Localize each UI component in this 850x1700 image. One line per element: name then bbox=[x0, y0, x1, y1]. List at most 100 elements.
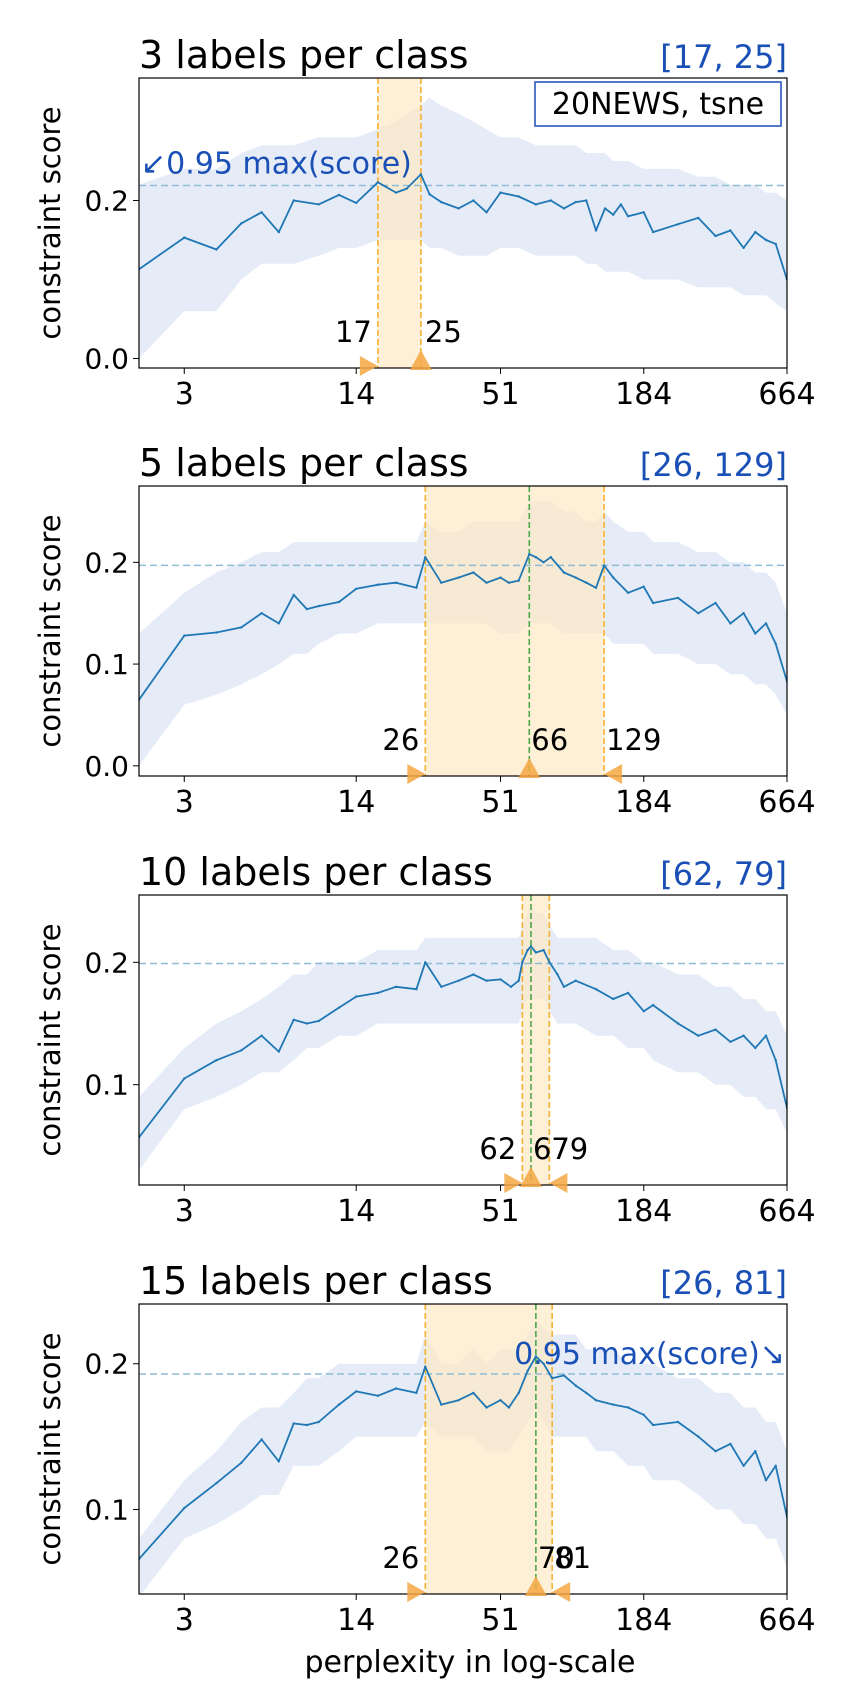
data-point bbox=[742, 612, 745, 615]
data-point bbox=[517, 1391, 520, 1395]
data-point bbox=[714, 1450, 717, 1453]
y-tick-label: 0.0 bbox=[84, 750, 129, 783]
chart-panel-4: 3 14 51 184 664 0.1 0.2 constraint score 15 labe… bbox=[33, 1259, 816, 1638]
plot-area bbox=[139, 486, 787, 776]
data-point bbox=[415, 988, 418, 991]
data-point bbox=[642, 1413, 645, 1417]
range-end-marker bbox=[552, 1582, 571, 1602]
data-point bbox=[277, 1460, 280, 1463]
data-point bbox=[472, 973, 475, 976]
data-point bbox=[457, 1399, 460, 1402]
data-point bbox=[355, 201, 358, 205]
data-point bbox=[337, 1006, 341, 1009]
data-point bbox=[183, 1077, 186, 1080]
data-point bbox=[556, 973, 559, 976]
data-point bbox=[337, 193, 341, 197]
range-start-marker bbox=[504, 1173, 523, 1193]
data-point bbox=[697, 1034, 700, 1037]
panel-title: 3 labels per class bbox=[139, 33, 469, 77]
data-point bbox=[317, 1019, 320, 1023]
data-point bbox=[742, 1034, 745, 1037]
data-point bbox=[394, 985, 398, 988]
data-point bbox=[528, 553, 531, 556]
data-point bbox=[183, 236, 186, 239]
data-point bbox=[305, 607, 309, 611]
data-point bbox=[517, 979, 520, 982]
data-point bbox=[317, 203, 320, 206]
data-point bbox=[424, 556, 427, 559]
data-point bbox=[215, 631, 218, 634]
confidence-band bbox=[139, 97, 787, 359]
x-tick-label: 664 bbox=[758, 1194, 815, 1229]
data-point bbox=[534, 556, 538, 559]
data-point bbox=[612, 997, 615, 1001]
x-tick-label: 664 bbox=[758, 785, 815, 820]
data-point bbox=[215, 248, 218, 251]
data-point bbox=[549, 199, 552, 202]
best-marker bbox=[524, 1576, 547, 1596]
data-point bbox=[517, 195, 520, 198]
data-point bbox=[457, 576, 460, 579]
data-point bbox=[562, 571, 566, 574]
data-point bbox=[585, 199, 588, 202]
dataset-label-box bbox=[534, 81, 782, 127]
y-axis-label: constraint score bbox=[33, 923, 67, 1156]
y-tick-label: 0.0 bbox=[84, 343, 129, 376]
data-point bbox=[764, 1034, 768, 1037]
data-point bbox=[292, 1018, 295, 1021]
plot-area bbox=[139, 895, 787, 1185]
range-start-marker bbox=[359, 356, 378, 376]
data-point bbox=[594, 586, 598, 589]
y-tick-label: 0.2 bbox=[84, 184, 129, 217]
data-point bbox=[376, 1394, 380, 1398]
data-point bbox=[499, 576, 502, 579]
axes-frame bbox=[138, 485, 788, 777]
data-point bbox=[440, 200, 443, 204]
data-point bbox=[619, 203, 623, 206]
range-label: [17, 25] bbox=[660, 38, 787, 76]
data-point bbox=[603, 207, 607, 210]
data-point bbox=[754, 632, 757, 635]
x-tick-label: 184 bbox=[615, 1603, 672, 1638]
data-point bbox=[507, 1406, 511, 1409]
data-point bbox=[551, 1377, 554, 1380]
y-tick-label: 0.2 bbox=[84, 946, 129, 979]
data-point bbox=[472, 1391, 475, 1395]
data-point bbox=[774, 242, 777, 246]
data-point bbox=[626, 215, 630, 218]
data-point bbox=[585, 581, 588, 584]
x-tick-label: 14 bbox=[337, 1603, 375, 1638]
data-point bbox=[355, 1390, 358, 1393]
data-point bbox=[405, 187, 408, 190]
data-point bbox=[529, 945, 533, 948]
data-point bbox=[376, 181, 380, 184]
data-point bbox=[394, 1387, 398, 1390]
y-tick-label: 0.2 bbox=[84, 1348, 129, 1381]
confidence-band bbox=[139, 907, 787, 1171]
x-tick-label: 664 bbox=[758, 377, 815, 412]
data-point bbox=[542, 561, 545, 564]
data-point bbox=[277, 622, 280, 625]
data-point bbox=[376, 991, 380, 995]
best-value: 70 bbox=[538, 1541, 575, 1575]
plot-area bbox=[139, 1304, 787, 1594]
y-axis-label: constraint score bbox=[33, 1332, 67, 1565]
data-point bbox=[240, 626, 243, 629]
data-point bbox=[774, 1464, 777, 1468]
data-point bbox=[574, 200, 577, 204]
data-point bbox=[526, 948, 529, 952]
x-tick-label: 3 bbox=[175, 785, 194, 820]
data-point bbox=[574, 576, 577, 579]
data-point bbox=[485, 211, 488, 214]
data-point bbox=[440, 1403, 443, 1406]
x-tick-label: 51 bbox=[481, 785, 519, 820]
data-point bbox=[292, 199, 295, 202]
range-end-marker bbox=[549, 1173, 568, 1193]
data-point bbox=[277, 1050, 280, 1053]
data-point bbox=[594, 988, 598, 991]
data-point bbox=[594, 229, 598, 232]
data-point bbox=[499, 1399, 502, 1402]
data-point bbox=[521, 961, 524, 964]
data-point bbox=[754, 1450, 757, 1453]
chart-panel-2: 3 14 51 184 664 0.0 0.1 0.2 constraint score 5 la… bbox=[33, 441, 816, 820]
